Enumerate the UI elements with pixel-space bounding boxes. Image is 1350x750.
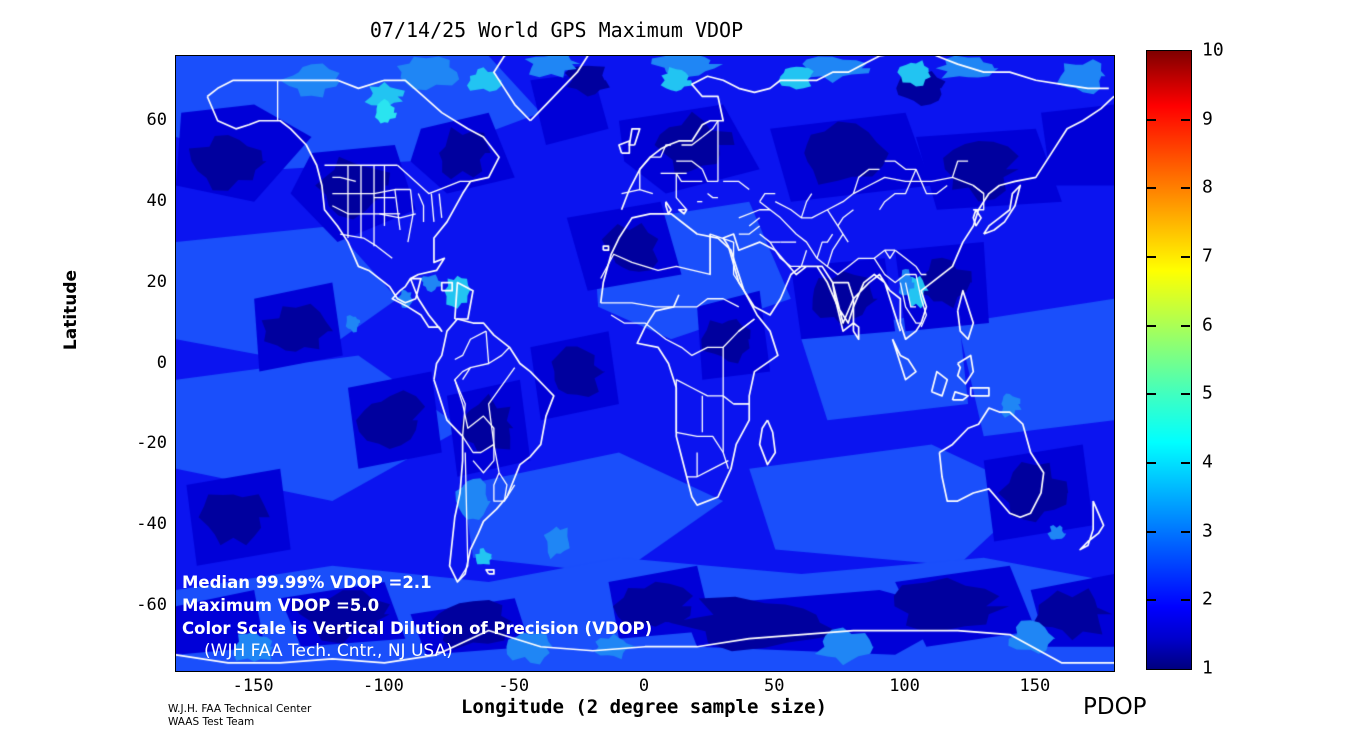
x-tick-label: 150 xyxy=(1019,676,1051,696)
colorbar: 1 2 3 4 5 6 7 8 9 10 xyxy=(1146,40,1224,679)
colorbar-tick-mark xyxy=(1147,599,1156,602)
colorbar-tick-mark xyxy=(1147,118,1156,121)
x-axis-label: Longitude (2 degree sample size) xyxy=(460,696,828,718)
colorbar-tick-label: 3 xyxy=(1202,520,1213,542)
colorbar-tick-mark xyxy=(1181,324,1190,327)
colorbar-tick-label: 10 xyxy=(1202,39,1224,61)
colorbar-tick-mark xyxy=(1181,530,1190,533)
colorbar-tick-mark xyxy=(1181,599,1190,602)
colorbar-tick-label: 9 xyxy=(1202,108,1213,130)
colorbar-tick-mark xyxy=(1147,256,1156,258)
page-title: 07/14/25 World GPS Maximum VDOP xyxy=(369,18,744,42)
colorbar-ticks: 1 2 3 4 5 6 7 8 9 10 xyxy=(1146,40,1246,679)
colorbar-tick-label: 4 xyxy=(1202,451,1213,473)
x-tick-label: -100 xyxy=(362,676,404,696)
colorbar-tick-label: 8 xyxy=(1202,176,1213,198)
colorbar-tick-mark xyxy=(1147,530,1156,533)
colorbar-tick-mark xyxy=(1147,393,1156,396)
y-tick-label: 60 xyxy=(146,109,167,130)
x-tick-label: -150 xyxy=(232,676,274,696)
colorbar-tick-label: 6 xyxy=(1202,314,1213,336)
colorbar-tick-mark xyxy=(1181,462,1190,464)
y-tick-label: -20 xyxy=(136,433,167,454)
y-tick-label: 40 xyxy=(146,190,167,211)
x-tick-label: 50 xyxy=(764,676,785,696)
colorbar-tick-mark xyxy=(1147,187,1156,190)
colorbar-tick-mark xyxy=(1181,187,1190,190)
y-axis-ticks: 60 40 20 0 -20 -40 -60 xyxy=(95,55,167,670)
vdop-heatmap-canvas xyxy=(176,56,1114,671)
colorbar-tick-label: 7 xyxy=(1202,245,1213,267)
colorbar-tick-mark xyxy=(1147,462,1156,464)
colorbar-tick-mark xyxy=(1181,393,1190,396)
colorbar-label: PDOP xyxy=(1083,694,1147,720)
y-tick-label: -60 xyxy=(136,595,167,616)
x-axis-ticks: -150 -100 -50 0 50 100 150 xyxy=(175,676,1113,700)
y-tick-label: 0 xyxy=(156,352,167,373)
map-plot-area: Median 99.99% VDOP =2.1 Maximum VDOP =5.… xyxy=(175,55,1115,672)
colorbar-tick-mark xyxy=(1181,118,1190,121)
y-tick-label: -40 xyxy=(136,514,167,535)
colorbar-gradient xyxy=(1146,50,1192,670)
footer-credit: W.J.H. FAA Technical Center WAAS Test Te… xyxy=(168,703,311,729)
colorbar-tick-mark xyxy=(1181,256,1190,258)
x-tick-label: 0 xyxy=(638,676,650,696)
colorbar-tick-mark xyxy=(1147,324,1156,327)
colorbar-tick-label: 2 xyxy=(1202,588,1213,610)
x-tick-label: -50 xyxy=(498,676,530,696)
footer-line-2: WAAS Test Team xyxy=(168,716,255,728)
colorbar-tick-label: 5 xyxy=(1202,382,1213,404)
colorbar-tick-label: 1 xyxy=(1202,657,1213,679)
footer-line-1: W.J.H. FAA Technical Center xyxy=(168,703,312,715)
x-tick-label: 100 xyxy=(889,676,920,696)
y-axis-label: Latitude xyxy=(61,269,81,351)
y-tick-label: 20 xyxy=(146,271,167,292)
